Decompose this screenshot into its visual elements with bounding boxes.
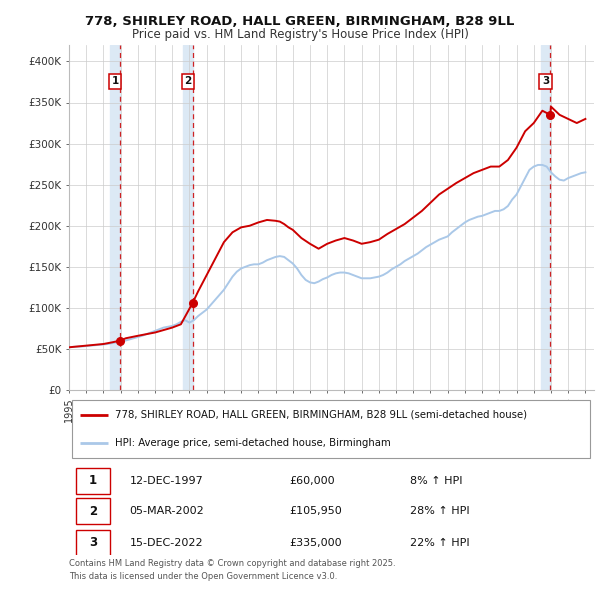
- FancyBboxPatch shape: [76, 499, 110, 525]
- Text: 2: 2: [89, 505, 97, 518]
- Text: Contains HM Land Registry data © Crown copyright and database right 2025.
This d: Contains HM Land Registry data © Crown c…: [69, 559, 395, 581]
- Text: £335,000: £335,000: [290, 538, 342, 548]
- Text: 1: 1: [112, 76, 119, 86]
- Text: 05-MAR-2002: 05-MAR-2002: [130, 506, 204, 516]
- Bar: [541, 45, 550, 390]
- Text: 1: 1: [89, 474, 97, 487]
- Text: HPI: Average price, semi-detached house, Birmingham: HPI: Average price, semi-detached house,…: [115, 438, 391, 448]
- Bar: [110, 45, 120, 390]
- Text: £60,000: £60,000: [290, 476, 335, 486]
- Text: 8% ↑ HPI: 8% ↑ HPI: [410, 476, 463, 486]
- Bar: [183, 45, 193, 390]
- Text: 22% ↑ HPI: 22% ↑ HPI: [410, 538, 470, 548]
- Text: 3: 3: [542, 76, 549, 86]
- FancyBboxPatch shape: [76, 530, 110, 556]
- FancyBboxPatch shape: [76, 468, 110, 494]
- Text: 15-DEC-2022: 15-DEC-2022: [130, 538, 203, 548]
- Text: 12-DEC-1997: 12-DEC-1997: [130, 476, 203, 486]
- Text: Price paid vs. HM Land Registry's House Price Index (HPI): Price paid vs. HM Land Registry's House …: [131, 28, 469, 41]
- Text: 28% ↑ HPI: 28% ↑ HPI: [410, 506, 470, 516]
- Text: 778, SHIRLEY ROAD, HALL GREEN, BIRMINGHAM, B28 9LL: 778, SHIRLEY ROAD, HALL GREEN, BIRMINGHA…: [85, 15, 515, 28]
- Text: £105,950: £105,950: [290, 506, 342, 516]
- Text: 778, SHIRLEY ROAD, HALL GREEN, BIRMINGHAM, B28 9LL (semi-detached house): 778, SHIRLEY ROAD, HALL GREEN, BIRMINGHA…: [115, 409, 527, 419]
- Text: 3: 3: [89, 536, 97, 549]
- FancyBboxPatch shape: [71, 401, 590, 457]
- Text: 2: 2: [184, 76, 191, 86]
